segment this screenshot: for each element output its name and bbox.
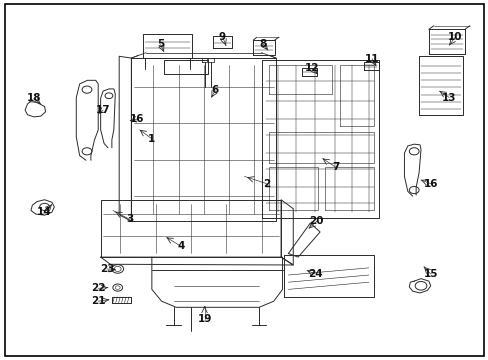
Text: 15: 15 [423, 269, 437, 279]
Text: 7: 7 [332, 162, 339, 172]
Text: 19: 19 [197, 314, 211, 324]
Text: 10: 10 [447, 32, 462, 42]
Text: 11: 11 [364, 54, 379, 64]
Text: 13: 13 [441, 93, 456, 103]
Text: 17: 17 [96, 105, 110, 115]
Text: 14: 14 [37, 207, 52, 217]
Text: 5: 5 [157, 40, 164, 49]
Text: 2: 2 [262, 179, 269, 189]
Text: 1: 1 [148, 134, 155, 144]
Text: 3: 3 [126, 215, 133, 224]
Text: 8: 8 [259, 39, 266, 49]
Text: 6: 6 [211, 85, 219, 95]
Text: 24: 24 [307, 269, 322, 279]
Text: 21: 21 [91, 296, 105, 306]
Text: 12: 12 [304, 63, 318, 73]
Text: 9: 9 [219, 32, 225, 41]
Text: 22: 22 [91, 283, 105, 293]
Text: 23: 23 [100, 264, 114, 274]
Text: 4: 4 [177, 241, 184, 251]
Text: 18: 18 [26, 93, 41, 103]
Text: 16: 16 [423, 179, 437, 189]
Text: 16: 16 [130, 114, 144, 124]
Text: 20: 20 [309, 216, 323, 226]
